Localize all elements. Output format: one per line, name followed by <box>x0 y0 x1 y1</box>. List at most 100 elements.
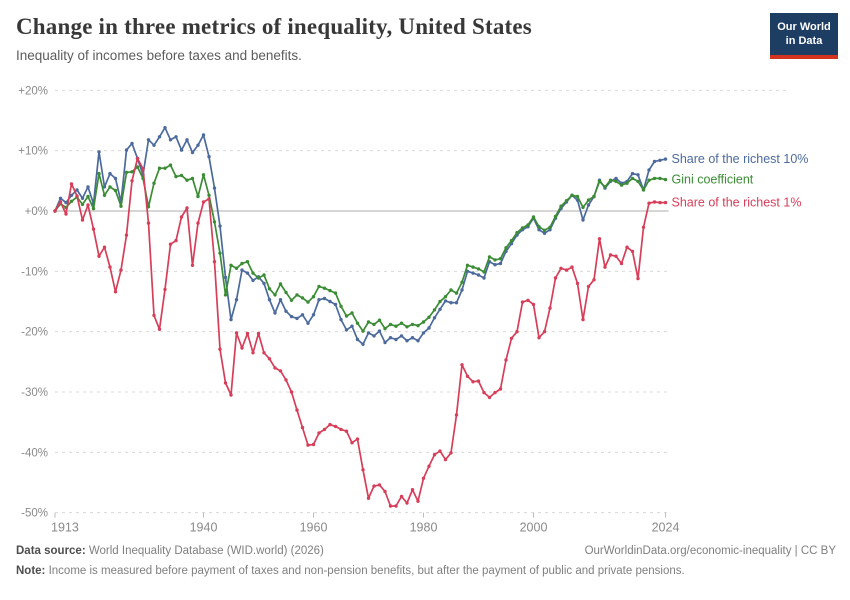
data-point[interactable] <box>284 378 288 382</box>
data-point[interactable] <box>509 336 514 340</box>
data-point[interactable] <box>295 408 299 412</box>
data-point[interactable] <box>614 179 618 184</box>
data-point[interactable] <box>339 427 343 432</box>
data-point[interactable] <box>240 261 244 266</box>
data-point[interactable] <box>278 282 283 286</box>
data-point[interactable] <box>394 324 398 328</box>
data-point[interactable] <box>168 138 173 142</box>
data-point[interactable] <box>278 369 283 373</box>
data-point[interactable] <box>482 276 486 280</box>
data-point[interactable] <box>493 263 497 267</box>
data-point[interactable] <box>454 291 459 295</box>
data-point[interactable] <box>240 346 244 350</box>
data-point[interactable] <box>152 313 156 318</box>
data-point[interactable] <box>652 159 657 164</box>
data-point[interactable] <box>317 298 321 302</box>
data-point[interactable] <box>454 301 459 305</box>
data-point[interactable] <box>526 298 530 302</box>
data-point[interactable] <box>636 179 640 184</box>
data-point[interactable] <box>410 488 415 492</box>
data-point[interactable] <box>449 288 453 292</box>
data-point[interactable] <box>207 155 211 159</box>
data-point[interactable] <box>421 476 426 480</box>
data-point[interactable] <box>245 331 250 336</box>
data-point[interactable] <box>328 299 332 304</box>
data-point[interactable] <box>284 309 288 313</box>
data-point[interactable] <box>185 178 189 182</box>
series-label-share-of-the-richest-1[interactable]: Share of the richest 1% <box>672 196 802 210</box>
data-point[interactable] <box>586 203 591 207</box>
data-point[interactable] <box>80 202 85 207</box>
data-point[interactable] <box>130 179 134 183</box>
data-point[interactable] <box>647 201 651 205</box>
data-point[interactable] <box>80 196 85 200</box>
data-point[interactable] <box>273 311 277 315</box>
data-point[interactable] <box>548 306 552 310</box>
data-point[interactable] <box>586 284 591 289</box>
data-point[interactable] <box>196 221 200 225</box>
data-point[interactable] <box>487 255 492 259</box>
data-point[interactable] <box>405 339 409 343</box>
data-point[interactable] <box>69 199 74 203</box>
data-point[interactable] <box>201 173 206 177</box>
data-point[interactable] <box>559 266 563 270</box>
data-point[interactable] <box>218 347 222 351</box>
data-point[interactable] <box>471 265 475 269</box>
data-point[interactable] <box>603 185 607 189</box>
data-point[interactable] <box>399 494 404 499</box>
data-point[interactable] <box>311 295 316 299</box>
data-point[interactable] <box>427 326 431 330</box>
data-point[interactable] <box>97 150 101 154</box>
data-point[interactable] <box>157 135 162 139</box>
data-point[interactable] <box>394 337 398 342</box>
data-point[interactable] <box>207 197 211 201</box>
data-point[interactable] <box>361 329 365 333</box>
data-point[interactable] <box>185 206 189 210</box>
data-point[interactable] <box>306 321 310 325</box>
data-point[interactable] <box>416 339 420 343</box>
data-point[interactable] <box>355 337 360 342</box>
data-point[interactable] <box>388 504 393 508</box>
data-point[interactable] <box>608 178 613 182</box>
data-point[interactable] <box>322 296 327 301</box>
owid-url-link[interactable]: OurWorldinData.org/economic-inequality |… <box>584 545 836 557</box>
data-point[interactable] <box>548 228 552 232</box>
data-point[interactable] <box>476 379 481 383</box>
data-point[interactable] <box>355 321 360 325</box>
data-point[interactable] <box>311 442 316 447</box>
data-point[interactable] <box>641 225 646 229</box>
data-point[interactable] <box>113 188 118 193</box>
data-point[interactable] <box>575 194 580 199</box>
data-point[interactable] <box>135 156 140 161</box>
data-point[interactable] <box>493 258 497 262</box>
data-point[interactable] <box>366 331 371 335</box>
data-point[interactable] <box>427 315 431 319</box>
data-point[interactable] <box>273 293 277 297</box>
data-point[interactable] <box>636 173 640 177</box>
data-point[interactable] <box>372 334 376 338</box>
series-line-share-of-the-richest-10[interactable] <box>54 126 667 346</box>
data-point[interactable] <box>223 381 228 385</box>
data-point[interactable] <box>124 170 129 175</box>
data-point[interactable] <box>454 413 459 417</box>
data-point[interactable] <box>58 196 63 200</box>
data-point[interactable] <box>498 387 503 391</box>
data-point[interactable] <box>504 358 508 362</box>
data-point[interactable] <box>262 281 266 286</box>
data-point[interactable] <box>559 204 563 208</box>
data-point[interactable] <box>163 126 167 130</box>
data-point[interactable] <box>663 177 668 182</box>
data-point[interactable] <box>542 231 547 235</box>
data-point[interactable] <box>295 316 299 321</box>
inequality-line-chart[interactable]: +20% +10% +0% -10% -20% -30% -40% -50% 1913 1940 1… <box>0 80 850 550</box>
data-point[interactable] <box>630 171 635 176</box>
data-point[interactable] <box>300 296 305 300</box>
data-point[interactable] <box>344 314 349 318</box>
data-point[interactable] <box>482 270 486 274</box>
data-point[interactable] <box>108 171 112 176</box>
data-point[interactable] <box>234 331 239 335</box>
data-point[interactable] <box>372 484 376 488</box>
data-point[interactable] <box>427 464 431 468</box>
data-point[interactable] <box>229 317 233 322</box>
data-point[interactable] <box>273 366 277 370</box>
